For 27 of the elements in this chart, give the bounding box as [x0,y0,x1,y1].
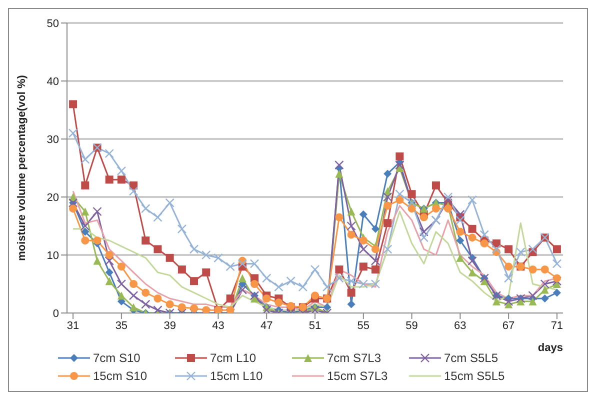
x-tick-label: 71 [550,320,564,332]
legend-label: 7cm S7L3 [327,351,382,365]
legend-label: 15cm S7L3 [327,369,388,383]
y-tick-label: 20 [46,192,59,204]
y-tick-label: 40 [46,76,59,88]
x-tick-label: 51 [308,320,322,332]
x-tick-label: 39 [164,320,176,332]
legend-label: 15cm L10 [210,369,263,383]
legend-label: 7cm S10 [93,351,140,365]
y-tick-label: 0 [52,308,59,320]
legend-label: 15cm S5L5 [444,369,505,383]
legend-label: 7cm L10 [210,351,256,365]
y-tick-label: 10 [46,250,59,262]
x-tick-label: 35 [115,320,128,332]
y-axis-title: moisture volume percentage(vol %) [16,74,28,261]
x-tick-label: 59 [406,320,418,332]
x-tick-label: 43 [212,320,224,332]
x-tick-label: 63 [454,320,466,332]
x-tick-label: 31 [66,320,80,332]
x-tick-label: 47 [260,320,273,332]
y-tick-label: 50 [46,18,59,30]
x-axis-title: days [538,342,563,354]
y-tick-label: 30 [46,134,59,146]
x-tick-label: 67 [502,320,515,332]
legend-label: 15cm S10 [93,369,148,383]
x-tick-label: 55 [357,320,370,332]
legend-label: 7cm S5L5 [444,351,498,365]
